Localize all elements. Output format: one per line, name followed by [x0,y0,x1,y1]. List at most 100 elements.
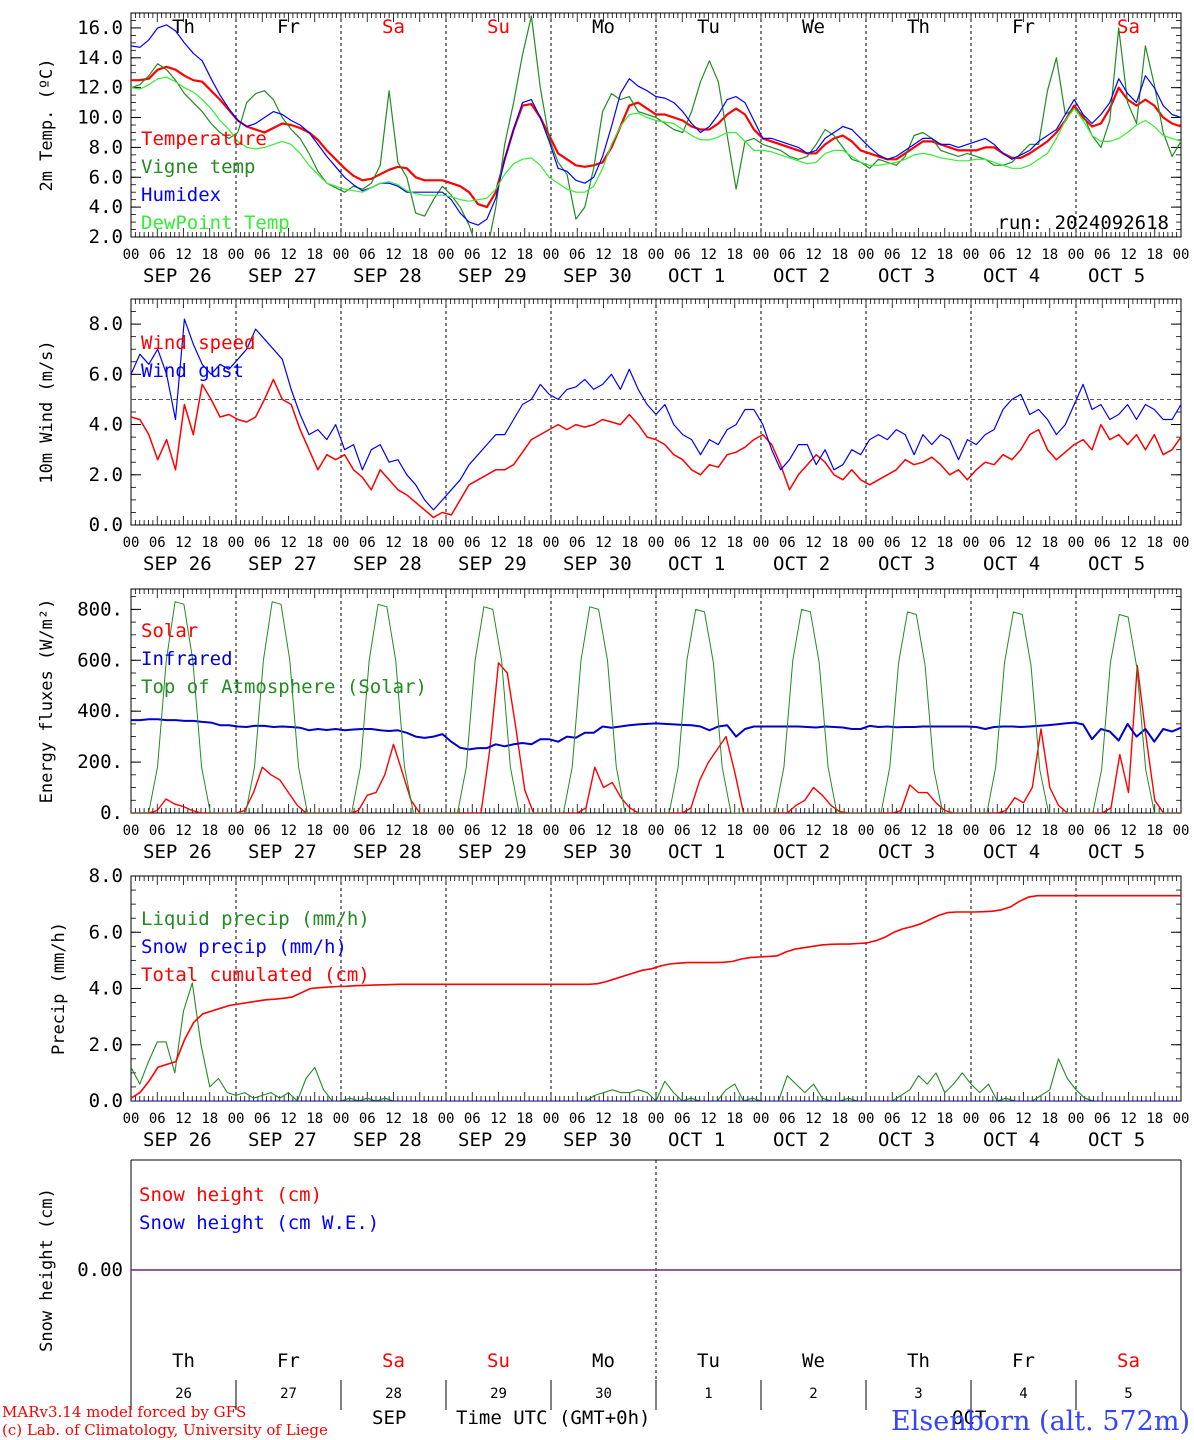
hour-tick-label: 18 [411,823,428,839]
date-label: OCT 1 [668,841,725,863]
hour-tick-label: 12 [385,535,402,551]
hour-tick-label: 00 [1173,823,1190,839]
hour-tick-label: 00 [228,823,245,839]
hour-tick-label: 06 [1094,535,1111,551]
hour-tick-label: 00 [1173,247,1190,263]
hour-tick-label: 00 [648,823,665,839]
hour-tick-label: 00 [228,535,245,551]
hour-tick-label: 00 [648,535,665,551]
hour-tick-label: 12 [280,247,297,263]
legend-entry: Humidex [141,184,221,206]
hour-tick-label: 12 [805,247,822,263]
hour-tick-label: 06 [569,1111,586,1127]
hour-tick-label: 12 [1015,1111,1032,1127]
hour-tick-label: 00 [1068,247,1085,263]
hour-tick-label: 00 [228,247,245,263]
y-tick-label: 4.0 [89,196,123,218]
hour-tick-label: 00 [543,823,560,839]
hour-tick-label: 12 [595,535,612,551]
hour-tick-label: 06 [464,823,481,839]
hour-tick-label: 00 [543,247,560,263]
hour-tick-label: 18 [516,535,533,551]
hour-tick-label: 12 [805,823,822,839]
weekday-label: Fr [277,16,300,38]
legend-entry: Snow height (cm) [139,1184,322,1206]
hour-tick-label: 18 [621,823,638,839]
day-number-label: 27 [280,1386,297,1402]
y-tick-label: 6.0 [89,921,123,943]
hour-tick-label: 12 [700,1111,717,1127]
weekday-label: Th [172,1350,195,1372]
series-humidex [131,24,1181,226]
hour-tick-label: 06 [989,247,1006,263]
series-infrared [131,718,1181,751]
hour-tick-label: 00 [438,1111,455,1127]
date-label: OCT 3 [878,841,935,863]
panel-temp: 00 06 12 18 00 06 12 18 00 06 12 18 00 06 12 18 00 06 12 18… [37,12,1190,287]
hour-tick-label: 06 [254,535,271,551]
hour-tick-label: 18 [1041,823,1058,839]
hour-tick-label: 00 [648,1111,665,1127]
hour-tick-label: 06 [674,823,691,839]
hour-tick-label: 12 [1120,535,1137,551]
legend-entry: Liquid precip (mm/h) [141,908,370,930]
weekday-label: We [802,16,825,38]
hour-tick-label: 18 [306,247,323,263]
hour-tick-label: 18 [306,535,323,551]
date-label: SEP 26 [143,841,212,863]
hour-tick-label: 12 [700,823,717,839]
y-tick-label: 0. [100,802,123,824]
hour-tick-label: 06 [674,1111,691,1127]
y-axis-label: Precip (mm/h) [49,922,69,1055]
hour-tick-label: 18 [516,1111,533,1127]
hour-tick-label: 06 [254,1111,271,1127]
hour-tick-label: 06 [464,535,481,551]
hour-tick-label: 18 [1146,1111,1163,1127]
date-label: SEP 29 [458,1129,527,1151]
date-label: SEP 28 [353,265,422,287]
weekday-label: Th [907,16,930,38]
hour-tick-label: 00 [333,823,350,839]
weekday-label: Th [907,1350,930,1372]
hour-tick-label: 18 [306,823,323,839]
hour-tick-label: 12 [1015,535,1032,551]
hour-tick-label: 12 [595,247,612,263]
hour-tick-label: 18 [411,247,428,263]
hour-tick-label: 06 [254,247,271,263]
hour-tick-label: 12 [175,823,192,839]
hour-tick-label: 18 [1041,247,1058,263]
hour-tick-label: 12 [805,535,822,551]
y-axis-label: 10m Wind (m/s) [37,340,57,483]
hour-tick-label: 18 [201,535,218,551]
date-label: SEP 30 [563,1129,632,1151]
hour-tick-label: 00 [1173,1111,1190,1127]
hour-tick-label: 00 [123,1111,140,1127]
hour-tick-label: 18 [936,247,953,263]
date-label: SEP 27 [248,265,317,287]
hour-tick-label: 12 [910,823,927,839]
hour-tick-label: 18 [1041,535,1058,551]
day-number-label: 4 [1019,1386,1027,1402]
weekday-label: Fr [277,1350,300,1372]
hour-tick-label: 06 [359,247,376,263]
xaxis-title: Time UTC (GMT+0h) [456,1407,650,1429]
hour-tick-label: 00 [858,823,875,839]
y-tick-label: 8.0 [89,313,123,335]
day-number-label: 28 [385,1386,402,1402]
weekday-label: Sa [382,16,405,38]
hour-tick-label: 00 [858,535,875,551]
footer: MARv3.14 model forced by GFS (c) Lab. of… [2,1403,1190,1439]
hour-tick-label: 00 [963,1111,980,1127]
hour-tick-label: 00 [228,1111,245,1127]
weekday-label: Mo [592,16,615,38]
date-label: OCT 1 [668,1129,725,1151]
hour-tick-label: 18 [726,247,743,263]
hour-tick-label: 06 [989,823,1006,839]
date-label: SEP 26 [143,265,212,287]
y-tick-label: 600. [77,649,123,671]
station-name: Elsenborn (alt. 572m) [891,1406,1190,1437]
legend-entry: Wind gust [141,360,244,382]
date-label: SEP 30 [563,265,632,287]
hour-tick-label: 12 [595,823,612,839]
y-tick-label: 6.0 [89,166,123,188]
